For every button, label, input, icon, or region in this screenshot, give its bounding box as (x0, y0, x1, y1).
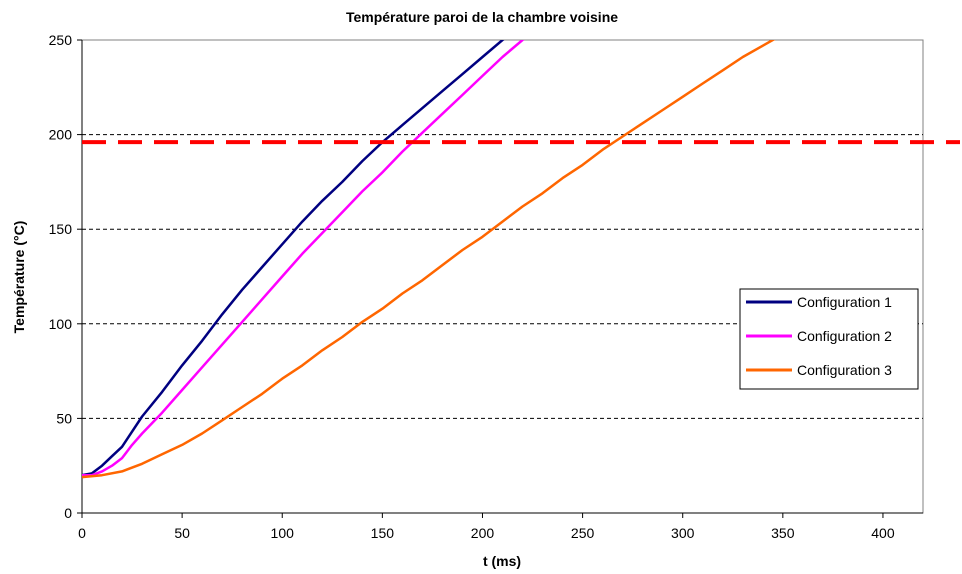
legend-box (739, 288, 919, 390)
plot-area (81, 39, 924, 514)
x-tick-label: 0 (78, 525, 86, 541)
y-tick-label: 200 (49, 127, 73, 143)
y-tick-label: 150 (49, 221, 73, 237)
legend-items: Configuration 1 Configuration 2 Configurat… (746, 294, 892, 378)
y-axis-label: Température (°C) (11, 221, 27, 334)
x-tick-label: 50 (174, 525, 190, 541)
legend-label: Configuration 2 (797, 328, 892, 344)
x-axis-ticks: 0 50 100 150 200 250 300 350 400 (78, 512, 923, 541)
legend: Configuration 1 Configuration 2 Configurat… (739, 288, 919, 390)
series-line-3 (82, 40, 776, 479)
x-tick-label: 300 (671, 525, 695, 541)
x-tick-label: 250 (571, 525, 595, 541)
x-tick-label: 100 (271, 525, 295, 541)
y-tick-label: 250 (49, 32, 73, 48)
y-tick-label: 100 (49, 316, 73, 332)
x-tick-label: 400 (871, 525, 895, 541)
y-axis-ticks: 0 50 100 150 200 250 (49, 32, 83, 521)
series-line-2 (82, 40, 525, 477)
x-tick-label: 150 (371, 525, 395, 541)
legend-label: Configuration 3 (797, 362, 892, 378)
series-lines (82, 40, 776, 479)
series-line-1 (82, 40, 505, 477)
y-tick-label: 0 (64, 505, 72, 521)
x-tick-label: 200 (471, 525, 495, 541)
x-tick-label: 350 (771, 525, 795, 541)
legend-label: Configuration 1 (797, 294, 892, 310)
y-tick-label: 50 (56, 410, 72, 426)
chart-title: Température paroi de la chambre voisine (346, 9, 618, 25)
x-axis-label: t (ms) (483, 553, 521, 569)
